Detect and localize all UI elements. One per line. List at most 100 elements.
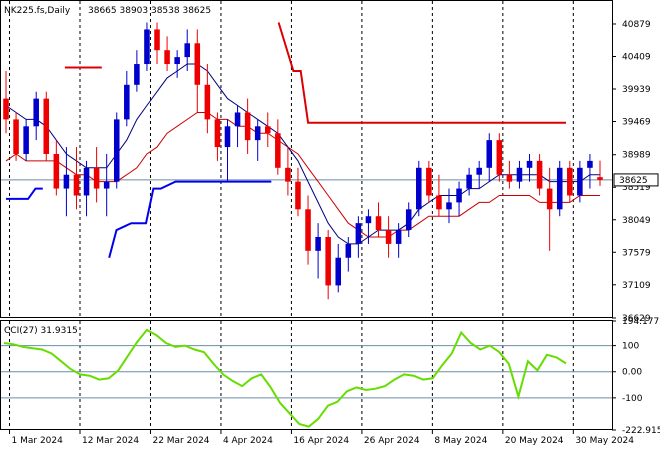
date-axis-label: 22 Mar 2024: [152, 436, 209, 446]
candle-body: [315, 236, 321, 251]
candle-body: [567, 167, 573, 196]
candle-body: [23, 126, 29, 154]
date-axis-label: 4 Apr 2024: [223, 436, 273, 446]
candle-body: [325, 236, 331, 286]
candle-body: [466, 174, 472, 189]
price-axis-label: 38519: [622, 183, 651, 193]
candle-body: [93, 167, 100, 189]
symbol-label: NK225.fs,Daily: [4, 6, 71, 16]
price-axis-label: 37109: [622, 281, 651, 291]
candle-body: [486, 140, 493, 168]
date-axis-label: 26 Apr 2024: [364, 436, 420, 446]
date-axis-label: 12 Mar 2024: [82, 436, 139, 446]
candle-body: [214, 119, 221, 148]
cci-panel-frame: [0, 320, 613, 430]
candle-body: [53, 153, 60, 189]
candle-body: [224, 126, 231, 148]
candle-body: [103, 181, 110, 189]
svg-text:38625: 38625: [619, 176, 648, 186]
candle-body: [164, 50, 170, 65]
candle-body: [476, 167, 482, 175]
candle-body: [375, 216, 382, 231]
candle-body: [295, 181, 301, 210]
current-price-tag: 38625: [613, 173, 659, 187]
candle-body: [144, 29, 150, 65]
candle-body: [305, 209, 311, 251]
price-axis-label: 38989: [622, 151, 651, 161]
candle-body: [63, 174, 70, 189]
candle-body: [456, 188, 462, 203]
date-axis-label: 8 May 2024: [434, 436, 487, 446]
cci-axis-label: -100: [622, 394, 643, 404]
candle-body: [516, 167, 523, 182]
candle-body: [506, 174, 513, 182]
candle-body: [416, 167, 422, 210]
candle-body: [73, 174, 80, 196]
date-axis-label: 20 May 2024: [505, 436, 564, 446]
price-axis-label: 39939: [622, 85, 651, 95]
candle-body: [426, 167, 432, 196]
candle-body: [285, 167, 291, 182]
candle-body: [587, 160, 593, 168]
candle-body: [546, 188, 553, 210]
candle-body: [556, 167, 563, 210]
price-axis-label: 40879: [622, 20, 651, 30]
candle-body: [244, 112, 251, 141]
candle-body: [83, 167, 90, 196]
candle-body: [134, 64, 140, 85]
candle-body: [496, 140, 503, 175]
price-axis-label: 36629: [622, 314, 651, 324]
candle-body: [335, 257, 342, 286]
cci-indicator: [3, 328, 567, 428]
slow-moving-average-line: [5, 112, 600, 238]
price-axis-label: 40409: [622, 52, 651, 62]
candle-body: [264, 126, 271, 134]
candle-body: [124, 84, 130, 120]
candle-body: [385, 230, 392, 244]
candle-body: [577, 167, 583, 196]
trailing-stop-line: [277, 22, 566, 124]
trailing-stop-line: [6, 187, 43, 200]
candlestick-series: [3, 22, 603, 300]
cci-line: [3, 328, 567, 428]
date-axis-label: 16 Apr 2024: [293, 436, 349, 446]
candle-body: [234, 112, 241, 127]
candle-body: [395, 230, 402, 244]
candle-body: [254, 126, 261, 141]
candle-body: [365, 216, 372, 224]
date-axis-label: 30 May 2024: [575, 436, 634, 446]
price-panel-frame: [0, 0, 613, 318]
candle-body: [526, 160, 533, 168]
candle-body: [13, 119, 19, 154]
candle-body: [345, 243, 352, 258]
candle-body: [33, 98, 39, 127]
moving-averages: [5, 22, 600, 258]
cci-axis-label: -222.9154: [622, 426, 660, 436]
candle-body: [436, 195, 442, 210]
cci-label: CCI(27) 31.9315: [4, 326, 78, 336]
price-axis-label: 38049: [622, 216, 651, 226]
trailing-stop-line: [108, 180, 272, 258]
cci-axis-label: 100: [622, 342, 639, 352]
date-axis-label: 1 Mar 2024: [12, 436, 64, 446]
candle-body: [536, 160, 543, 189]
candle-body: [184, 43, 190, 58]
candle-body: [597, 177, 603, 180]
candle-body: [174, 57, 180, 65]
candle-body: [113, 119, 120, 182]
candle-body: [275, 133, 281, 168]
candle-body: [3, 98, 9, 120]
price-axis-label: 39469: [622, 118, 651, 128]
axis-labels: 40879 40409 39939 39469 38989 38519 38049 37579…: [9, 20, 660, 446]
cci-axis-label: 0.00: [622, 368, 642, 378]
ohlc-readout: 38665 38903 38538 38625: [88, 6, 211, 16]
cci-axis-label: 194.1775: [622, 317, 660, 327]
candle-body: [194, 43, 201, 85]
candle-body: [43, 98, 50, 154]
candle-body: [204, 84, 211, 120]
candle-body: [446, 202, 452, 210]
candle-body: [405, 209, 412, 231]
candle-body: [154, 29, 160, 51]
price-axis-label: 37579: [622, 248, 651, 258]
